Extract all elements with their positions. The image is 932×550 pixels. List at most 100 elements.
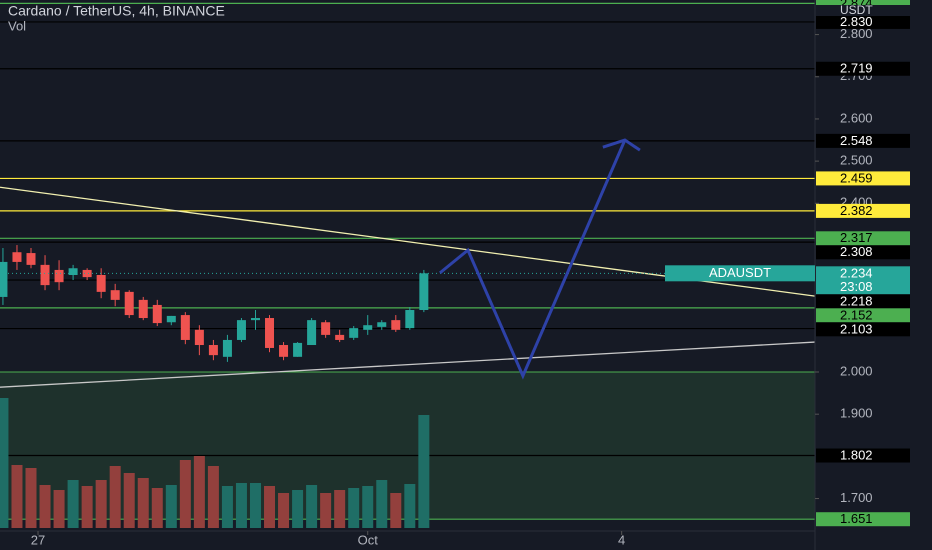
candle-body [82,269,92,278]
volume-bar [165,485,177,528]
candle-body [110,290,120,300]
volume-bar [221,486,233,528]
price-label-box [816,14,910,29]
volume-bar [137,478,149,528]
candle-body [0,261,8,297]
candle-body [124,291,134,316]
volume-bar [418,415,430,528]
volume-bar [404,484,416,528]
candle-body [405,310,415,329]
candle-body [166,315,176,323]
volume-bar [320,493,332,528]
volume-bar [95,480,107,528]
candle-body [349,328,359,338]
candle-body [40,264,50,286]
candle-body [391,320,401,330]
price-label: 2.548 [840,133,873,148]
candle-body [54,269,64,283]
volume-bar [376,480,388,528]
volume-bar [193,456,205,528]
price-label: 2.308 [840,244,873,259]
trendline [0,341,816,388]
candle-body [321,322,331,335]
candle-body [419,273,429,311]
arrowhead [602,138,641,152]
last-price-label: 2.234 [840,265,873,280]
volume-bar [25,468,37,528]
price-label-box [816,245,910,260]
volume-bar [264,486,276,528]
drawn-path [439,139,627,380]
plot-area [0,2,816,528]
volume-legend: Vol [8,18,26,33]
currency-label: USDT [840,3,873,17]
price-label-box [816,203,910,218]
candle-body [152,304,162,324]
candle-body [335,334,345,340]
price-label-box [816,512,910,527]
candle-body [279,345,289,357]
price-label-box [816,171,910,186]
volume-bar [334,490,346,528]
currency-box [816,5,910,16]
y-tick-label: 2.800 [840,26,873,41]
price-label-box [816,61,910,76]
candle-body [377,322,387,327]
candle-body [208,345,218,356]
volume-bar [207,466,219,528]
candle-body [138,299,148,319]
price-label: 2.152 [840,307,873,322]
y-tick-label: 2.600 [840,110,873,125]
price-label: 2.719 [840,61,873,76]
price-label: 1.651 [840,511,873,526]
volume-bar [249,483,261,528]
candle-body [222,339,232,357]
chart-title: Cardano / TetherUS, 4h, BINANCE [8,3,225,19]
price-label: 2.459 [840,170,873,185]
candle-body [250,318,260,321]
volume-bar [123,473,135,528]
x-tick-label: 27 [31,532,45,547]
volume-bar [11,465,23,528]
volume-bar [179,460,191,528]
volume-bar [0,398,9,528]
candle-body [236,320,246,340]
price-label: 2.317 [840,230,873,245]
price-label-box [816,308,910,323]
volume-bar [278,493,290,528]
volume-bar [109,466,121,528]
x-tick-label: 4 [618,532,625,547]
candle-body [363,325,373,330]
candle-body [307,320,317,346]
last-price-box [816,266,910,295]
volume-bar [39,485,51,528]
price-label: 2.218 [840,293,873,308]
candle-body [180,315,190,340]
candle-body [194,329,204,346]
price-label-box [816,133,910,148]
price-label: 2.382 [840,203,873,218]
countdown-label: 23:08 [840,279,873,294]
volume-bar [235,483,247,528]
volume-bar [348,488,360,528]
y-tick-label: 1.700 [840,490,873,505]
volume-bar [53,490,65,528]
volume-bar [67,480,79,528]
symbol-tag: ADAUSDT [709,265,771,280]
volume-bar [362,486,374,528]
y-tick-label: 2.500 [840,153,873,168]
volume-bar [306,485,318,528]
price-label-box [816,322,910,337]
symbol-tag-box [665,265,815,282]
price-label: 2.103 [840,321,873,336]
candle-body [96,275,106,292]
candle-body [265,318,275,348]
price-label-box [816,448,910,463]
candle-body [293,342,303,357]
candle-body [26,253,36,265]
candle-body [68,268,78,275]
candle-body [12,252,22,262]
y-tick-label: 2.000 [840,363,873,378]
x-tick-label: Oct [358,532,379,547]
